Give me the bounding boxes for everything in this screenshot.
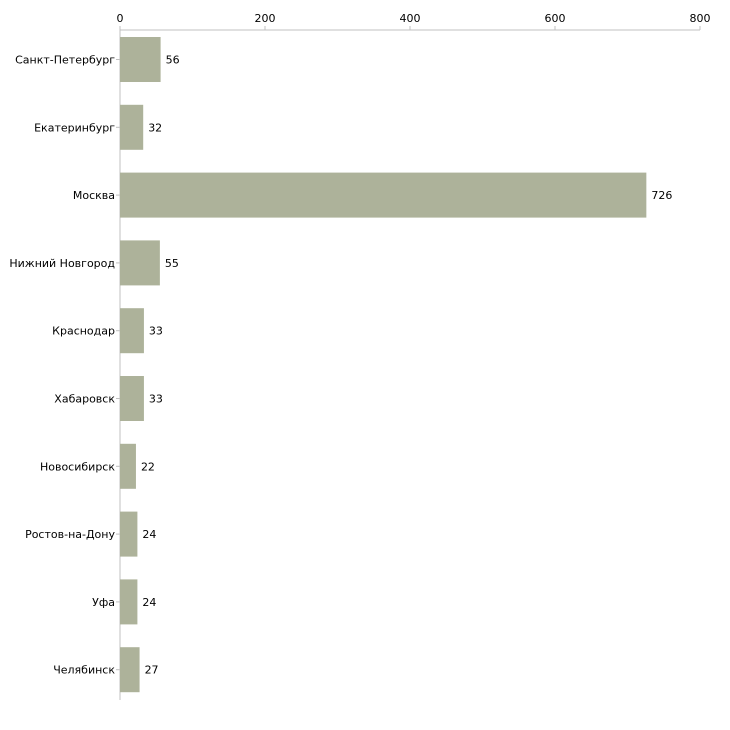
value-label: 24 xyxy=(142,596,156,609)
value-label: 27 xyxy=(145,664,159,677)
bar xyxy=(120,443,136,489)
bar xyxy=(120,376,144,421)
value-label: 32 xyxy=(148,121,162,134)
bar xyxy=(120,104,144,150)
category-label: Москва xyxy=(73,189,115,202)
category-label: Новосибирск xyxy=(40,460,115,473)
value-label: 56 xyxy=(166,54,180,67)
category-label: Санкт-Петербург xyxy=(15,54,115,67)
bar xyxy=(120,172,647,218)
category-label: Хабаровск xyxy=(54,393,115,406)
value-label: 33 xyxy=(149,393,163,406)
x-tick-label: 800 xyxy=(690,12,711,25)
category-label: Краснодар xyxy=(52,325,115,338)
value-label: 55 xyxy=(165,257,179,270)
value-labels: 56 32 726 55 33 33 22 24 24 27 xyxy=(141,54,672,677)
category-labels: Санкт-Петербург Екатеринбург Москва Нижний … xyxy=(9,54,115,677)
bar xyxy=(120,647,140,693)
category-label: Уфа xyxy=(92,596,115,609)
category-label: Челябинск xyxy=(53,664,115,677)
bar xyxy=(120,511,138,557)
x-tick-label: 400 xyxy=(400,12,421,25)
x-tick-label: 0 xyxy=(117,12,124,25)
bar xyxy=(120,308,144,354)
category-label: Екатеринбург xyxy=(34,121,115,134)
bars xyxy=(120,37,647,693)
value-label: 726 xyxy=(651,189,672,202)
value-label: 22 xyxy=(141,460,155,473)
value-label: 24 xyxy=(142,528,156,541)
x-tick-label: 600 xyxy=(545,12,566,25)
value-label: 33 xyxy=(149,325,163,338)
bar xyxy=(120,240,160,286)
category-label: Нижний Новгород xyxy=(9,257,115,270)
bar xyxy=(120,579,138,625)
bar xyxy=(120,37,161,82)
x-axis: 0 200 400 600 800 xyxy=(116,12,711,700)
category-label: Ростов-на-Дону xyxy=(25,528,115,541)
x-tick-label: 200 xyxy=(255,12,276,25)
